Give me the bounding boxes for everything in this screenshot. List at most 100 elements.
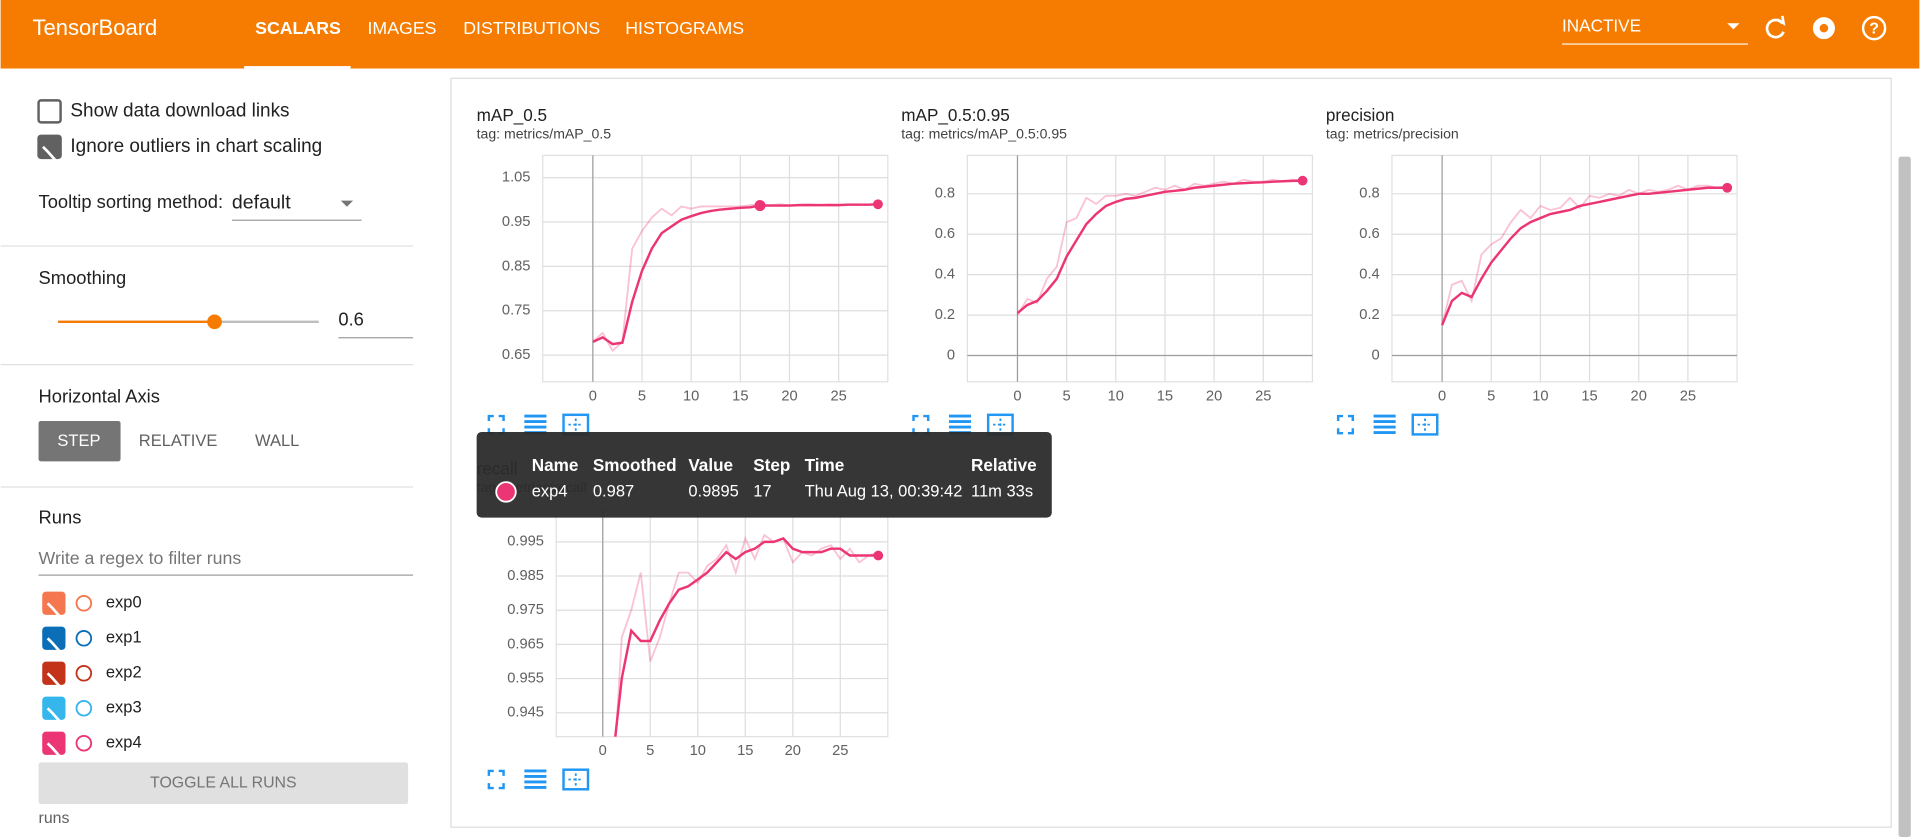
log-scale-icon[interactable] (524, 414, 547, 435)
plot-frame (1391, 154, 1738, 383)
axis-option[interactable]: RELATIVE (139, 432, 218, 450)
fullscreen-icon[interactable] (487, 414, 505, 435)
axis-option[interactable]: WALL (255, 432, 299, 450)
chart-tag: tag: metrics/precision (1326, 125, 1459, 141)
y-tick-label: 0.6 (935, 226, 955, 242)
fit-domain-inner[interactable] (568, 418, 584, 431)
help-icon[interactable]: ? (1861, 15, 1887, 41)
run-checkbox[interactable] (42, 696, 66, 720)
run-name[interactable]: exp2 (106, 664, 142, 682)
plot-frame (542, 154, 889, 383)
tab[interactable]: DISTRIBUTIONS (463, 18, 600, 38)
scrollbar[interactable] (1898, 156, 1911, 837)
tooltip-sorting-label: Tooltip sorting method: (39, 191, 224, 212)
dropdown-arrow[interactable] (340, 200, 354, 207)
x-tick-label: 10 (690, 743, 706, 759)
toggle-label[interactable]: TOGGLE ALL RUNS (150, 774, 297, 791)
chart-title: mAP_0.5 (477, 105, 547, 125)
tooltip-sorting-value[interactable]: default (232, 191, 291, 213)
run-name[interactable]: exp3 (106, 699, 142, 717)
y-tick-label: 0.2 (935, 307, 955, 323)
hover-point (754, 200, 766, 212)
run-checkbox[interactable] (42, 626, 66, 650)
toggle-button[interactable] (38, 762, 409, 804)
check-mark (46, 602, 62, 619)
chart-tag: tag: metrics/mAP_0.5:0.95 (901, 125, 1067, 141)
tab[interactable]: HISTOGRAMS (625, 18, 744, 38)
fit-domain-icon[interactable] (562, 768, 590, 791)
settings-icon[interactable] (1812, 17, 1835, 40)
header-bar (0, 0, 1920, 69)
log-scale-icon[interactable] (524, 769, 547, 789)
y-tick-label: 0.975 (507, 602, 544, 618)
y-tick-label: 0.2 (1359, 307, 1379, 323)
smoothed-line (1440, 186, 1728, 326)
x-tick-label: 25 (1680, 388, 1696, 404)
tooltip-header: Time (805, 455, 845, 475)
fullscreen-icon[interactable] (487, 769, 505, 790)
log-scale-icon[interactable] (1373, 414, 1396, 435)
x-tick-label: 5 (646, 743, 654, 759)
tab[interactable]: IMAGES (368, 18, 437, 38)
check-mark (42, 145, 58, 163)
run-color (75, 735, 93, 752)
end-point (873, 550, 884, 561)
option-label[interactable]: Ignore outliers in chart scaling (70, 136, 322, 157)
app-title: TensorBoard (32, 15, 157, 40)
tooltip-header: Name (532, 455, 579, 475)
refresh-icon[interactable] (1765, 15, 1786, 39)
end-point (873, 199, 883, 210)
run-color (75, 665, 93, 682)
horizontal-axis-label: Horizontal Axis (39, 386, 160, 407)
log-scale-icon[interactable] (948, 414, 972, 435)
tab[interactable]: SCALARS (255, 18, 341, 38)
axis-button[interactable] (38, 420, 121, 462)
check-mark (46, 672, 62, 689)
run-color (75, 630, 93, 647)
dropdown-arrow[interactable] (1727, 23, 1740, 30)
x-tick-label: 15 (1581, 388, 1597, 404)
x-tick-label: 5 (638, 388, 646, 404)
check-mark (46, 742, 62, 759)
run-filter[interactable]: Write a regex to filter runs (39, 548, 242, 568)
smoothed-line (614, 537, 879, 737)
x-tick-label: 0 (589, 388, 597, 404)
tooltip-cell: 0.9895 (688, 482, 738, 500)
y-tick-label: 0.6 (1359, 226, 1379, 242)
tooltip-cell: Thu Aug 13, 00:39:42 (805, 482, 963, 500)
tooltip-header: Relative (971, 455, 1037, 475)
y-tick-label: 0.945 (507, 705, 544, 721)
fit-domain-inner[interactable] (1417, 418, 1433, 431)
fullscreen-icon[interactable] (912, 414, 930, 435)
run-checkbox[interactable] (42, 591, 66, 615)
fit-domain-icon[interactable] (1411, 413, 1439, 436)
y-tick-label: 0 (947, 347, 955, 363)
axis-option[interactable]: STEP (57, 432, 100, 450)
checkbox[interactable] (37, 99, 62, 124)
y-tick-label: 0.8 (1359, 186, 1379, 202)
y-tick-label: 0.4 (935, 267, 955, 283)
run-selector[interactable]: INACTIVE (1562, 15, 1641, 35)
fit-domain-inner[interactable] (568, 773, 584, 786)
tooltip-cell: exp4 (532, 482, 568, 500)
plot-frame (966, 154, 1314, 383)
checkbox[interactable] (37, 134, 62, 160)
fit-domain-inner[interactable] (993, 418, 1008, 431)
run-checkbox[interactable] (42, 661, 66, 685)
y-tick-label: 1.05 (502, 169, 531, 185)
option-label[interactable]: Show data download links (70, 100, 289, 121)
run-name[interactable]: exp1 (106, 629, 142, 647)
chart-title: mAP_0.5:0.95 (901, 105, 1010, 125)
x-tick-label: 25 (830, 388, 846, 404)
x-tick-label: 20 (1631, 388, 1647, 404)
run-name[interactable]: exp0 (106, 594, 142, 612)
fullscreen-icon[interactable] (1336, 414, 1355, 435)
run-checkbox[interactable] (42, 731, 66, 755)
slider-knob[interactable] (207, 314, 222, 330)
check-mark (46, 637, 62, 654)
run-name[interactable]: exp4 (106, 734, 142, 752)
smoothing-value[interactable]: 0.6 (338, 308, 364, 329)
